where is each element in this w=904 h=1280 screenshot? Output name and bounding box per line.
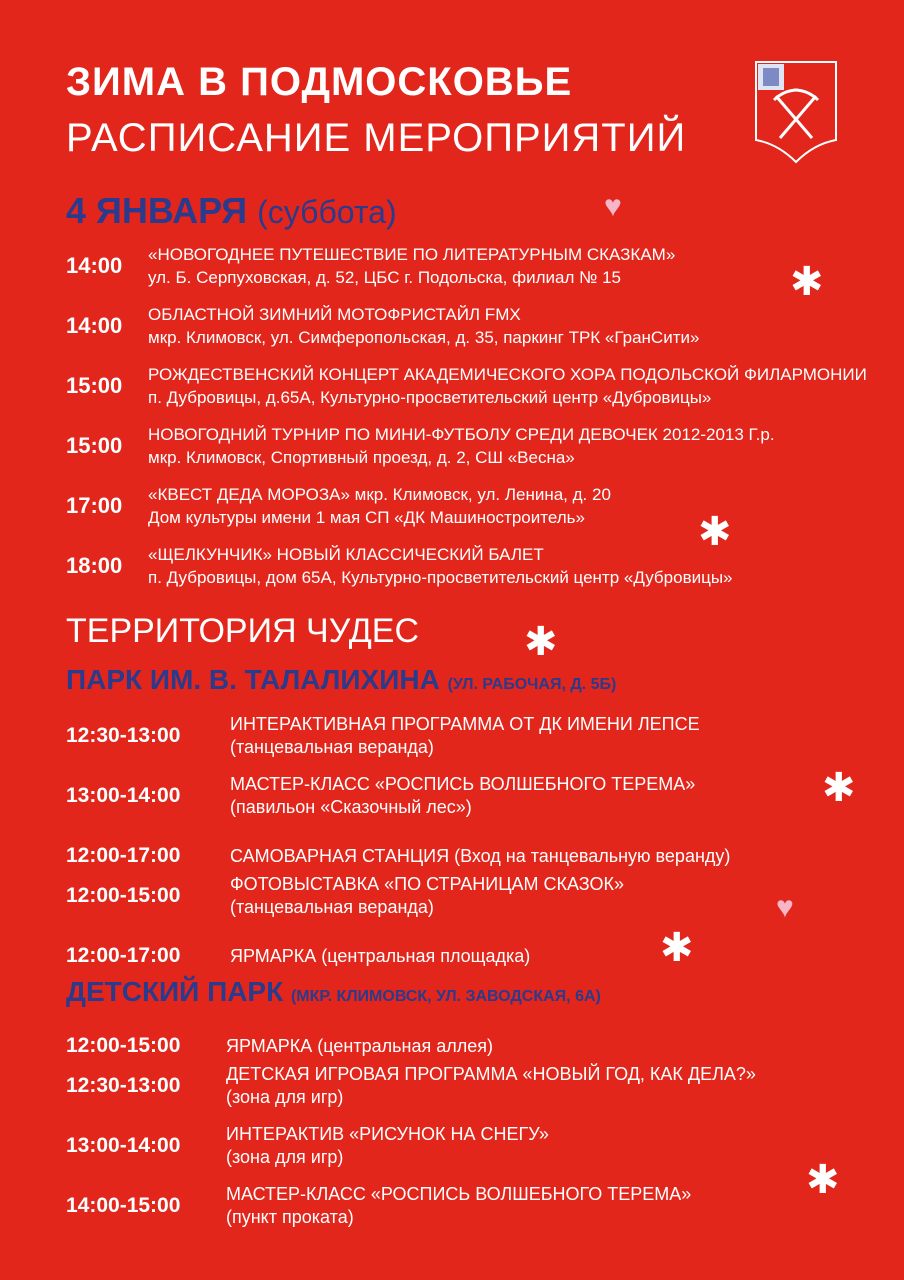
event-time: 12:30-13:00	[66, 1074, 181, 1097]
park-event-item: 12:00-17:00 САМОВАРНАЯ СТАНЦИЯ (Вход на …	[66, 832, 730, 880]
event-title: ЯРМАРКА (центральная площадка)	[230, 945, 531, 966]
event-item: 14:00 ОБЛАСТНОЙ ЗИМНИЙ МОТОФРИСТАЙЛ FMX м…	[66, 303, 699, 349]
event-place: п. Дубровицы, дом 65А, Культурно-просвет…	[148, 568, 733, 587]
event-place: (зона для игр)	[226, 1147, 344, 1167]
heart-icon: ♥	[776, 891, 794, 924]
park-event-item: 13:00-14:00 МАСТЕР-КЛАСС «РОСПИСЬ ВОЛШЕБ…	[66, 772, 695, 820]
snowflake-icon: ✱	[822, 766, 856, 810]
snowflake-icon: ✱	[790, 260, 824, 304]
event-place: (танцевальная веранда)	[230, 737, 434, 757]
event-title: ИНТЕРАКТИВНАЯ ПРОГРАММА ОТ ДК ИМЕНИ ЛЕПС…	[230, 714, 700, 734]
event-title: МАСТЕР-КЛАСС «РОСПИСЬ ВОЛШЕБНОГО ТЕРЕМА»	[226, 1184, 692, 1204]
event-title: «НОВОГОДНЕЕ ПУТЕШЕСТВИЕ ПО ЛИТЕРАТУРНЫМ …	[148, 245, 676, 264]
event-item: 14:00 «НОВОГОДНЕЕ ПУТЕШЕСТВИЕ ПО ЛИТЕРАТ…	[66, 243, 675, 289]
section-title: ТЕРРИТОРИЯ ЧУДЕС	[66, 612, 420, 650]
event-title: МАСТЕР-КЛАСС «РОСПИСЬ ВОЛШЕБНОГО ТЕРЕМА»	[230, 774, 696, 794]
event-title: ИНТЕРАКТИВ «РИСУНОК НА СНЕГУ»	[226, 1124, 549, 1144]
event-time: 14:00-15:00	[66, 1194, 181, 1217]
event-place: (пункт проката)	[226, 1207, 354, 1227]
park-event-item: 12:00-17:00 ЯРМАРКА (центральная площадк…	[66, 932, 530, 980]
snowflake-icon: ✱	[660, 926, 694, 970]
event-time: 15:00	[66, 373, 123, 398]
poster-subtitle: РАСПИСАНИЕ МЕРОПРИЯТИЙ	[66, 116, 687, 160]
event-time: 17:00	[66, 493, 123, 518]
park-event-item: 12:00-15:00 ЯРМАРКА (центральная аллея)	[66, 1022, 493, 1070]
event-place: мкр. Климовск, ул. Симферопольская, д. 3…	[148, 328, 700, 347]
snowflake-icon: ✱	[524, 620, 558, 664]
snowflake-icon: ✱	[806, 1158, 840, 1202]
event-time: 18:00	[66, 553, 123, 578]
park-title: ПАРК ИМ. В. ТАЛАЛИХИНА (УЛ. РАБОЧАЯ, Д. …	[66, 664, 617, 695]
park-event-item: 14:00-15:00 МАСТЕР-КЛАСС «РОСПИСЬ ВОЛШЕБ…	[66, 1182, 691, 1230]
event-place: мкр. Климовск, Спортивный проезд, д. 2, …	[148, 448, 575, 467]
event-item: 18:00 «ЩЕЛКУНЧИК» НОВЫЙ КЛАССИЧЕСКИЙ БАЛ…	[66, 543, 733, 589]
event-time: 12:00-15:00	[66, 1034, 181, 1057]
event-place: Дом культуры имени 1 мая СП «ДК Машиност…	[148, 508, 585, 527]
event-title: ОБЛАСТНОЙ ЗИМНИЙ МОТОФРИСТАЙЛ FMX	[148, 305, 521, 324]
event-place: (зона для игр)	[226, 1087, 344, 1107]
event-title: «КВЕСТ ДЕДА МОРОЗА» мкр. Климовск, ул. Л…	[148, 485, 611, 504]
event-title: ДЕТСКАЯ ИГРОВАЯ ПРОГРАММА «НОВЫЙ ГОД, КА…	[226, 1064, 756, 1084]
event-time: 12:00-17:00	[66, 944, 181, 967]
event-title: НОВОГОДНИЙ ТУРНИР ПО МИНИ-ФУТБОЛУ СРЕДИ …	[148, 425, 775, 444]
event-time: 13:00-14:00	[66, 1134, 181, 1157]
event-title: РОЖДЕСТВЕНСКИЙ КОНЦЕРТ АКАДЕМИЧЕСКОГО ХО…	[148, 365, 867, 384]
poster-title: ЗИМА В ПОДМОСКОВЬЕ	[66, 60, 573, 104]
event-time: 12:00-17:00	[66, 844, 181, 867]
park-event-item: 13:00-14:00 ИНТЕРАКТИВ «РИСУНОК НА СНЕГУ…	[66, 1122, 549, 1170]
event-title: САМОВАРНАЯ СТАНЦИЯ (Вход на танцевальную…	[230, 845, 731, 866]
event-place: ул. Б. Серпуховская, д. 52, ЦБС г. Подол…	[148, 268, 621, 287]
event-item: 15:00 НОВОГОДНИЙ ТУРНИР ПО МИНИ-ФУТБОЛУ …	[66, 423, 775, 469]
event-time: 14:00	[66, 313, 123, 338]
event-time: 12:30-13:00	[66, 724, 181, 747]
event-title: «ЩЕЛКУНЧИК» НОВЫЙ КЛАССИЧЕСКИЙ БАЛЕТ	[148, 545, 544, 564]
event-time: 14:00	[66, 253, 123, 278]
event-time: 12:00-15:00	[66, 884, 181, 907]
event-date: 4 ЯНВАРЯ (суббота)	[66, 190, 397, 231]
event-title: ЯРМАРКА (центральная аллея)	[226, 1035, 493, 1056]
event-title: ФОТОВЫСТАВКА «ПО СТРАНИЦАМ СКАЗОК»	[230, 874, 624, 894]
coat-of-arms-icon	[755, 61, 837, 164]
event-item: 15:00 РОЖДЕСТВЕНСКИЙ КОНЦЕРТ АКАДЕМИЧЕСК…	[66, 363, 867, 409]
heart-icon: ♥	[604, 190, 622, 223]
event-item: 17:00 «КВЕСТ ДЕДА МОРОЗА» мкр. Климовск,…	[66, 483, 611, 529]
event-time: 13:00-14:00	[66, 784, 181, 807]
event-place: (павильон «Сказочный лес»)	[230, 797, 472, 817]
park-title: ДЕТСКИЙ ПАРК (МКР. КЛИМОВСК, УЛ. ЗАВОДСК…	[66, 976, 601, 1007]
park-event-item: 12:00-15:00 ФОТОВЫСТАВКА «ПО СТРАНИЦАМ С…	[66, 872, 624, 920]
park-event-item: 12:30-13:00 ИНТЕРАКТИВНАЯ ПРОГРАММА ОТ Д…	[66, 712, 700, 760]
event-time: 15:00	[66, 433, 123, 458]
snowflake-icon: ✱	[698, 510, 732, 554]
park-event-item: 12:30-13:00 ДЕТСКАЯ ИГРОВАЯ ПРОГРАММА «Н…	[66, 1062, 756, 1110]
event-place: п. Дубровицы, д.65А, Культурно-просветит…	[148, 388, 712, 407]
event-place: (танцевальная веранда)	[230, 897, 434, 917]
